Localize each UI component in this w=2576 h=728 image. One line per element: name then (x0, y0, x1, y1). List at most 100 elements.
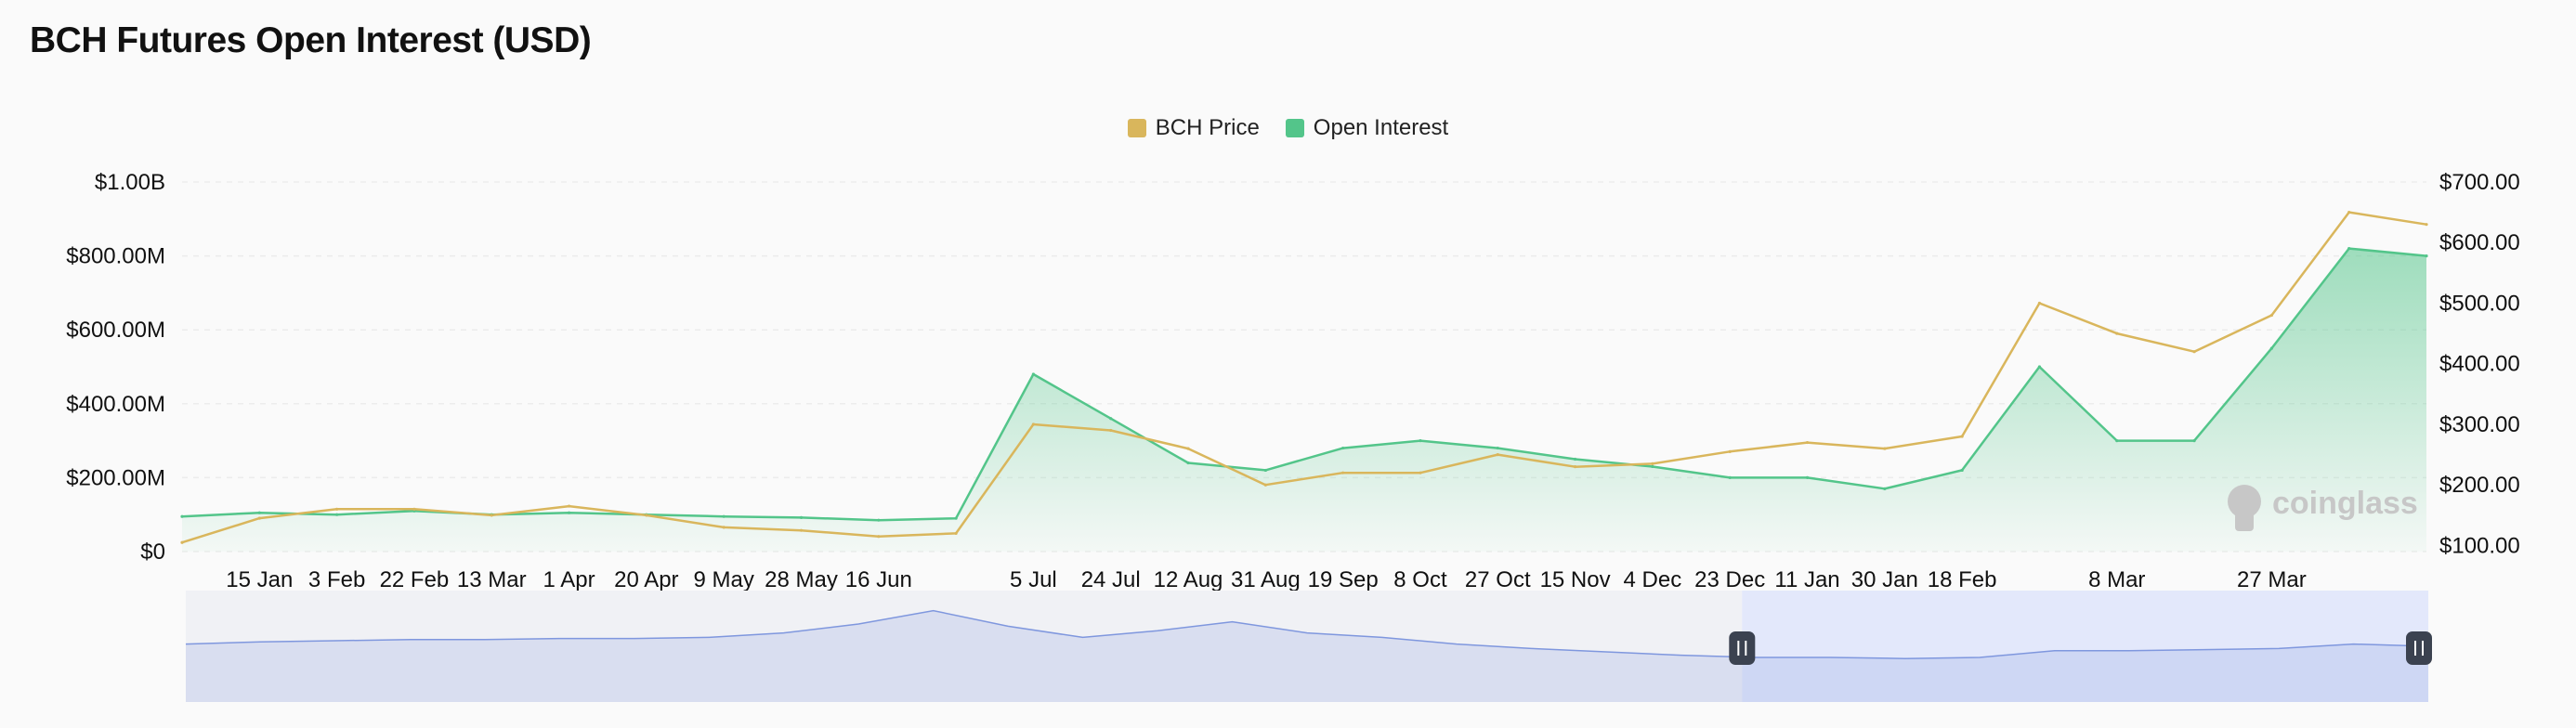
legend-swatch-open-interest (1285, 119, 1304, 137)
x-tick-label: 27 Oct (1465, 567, 1531, 592)
price-point (799, 528, 804, 532)
price-point (954, 531, 958, 536)
legend-label-open-interest: Open Interest (1313, 115, 1449, 140)
x-tick-label: 28 May (765, 567, 838, 592)
price-point (257, 516, 261, 520)
price-point (490, 514, 493, 517)
open-interest-point (799, 515, 804, 519)
x-tick-label: 1 Apr (543, 567, 595, 592)
x-tick-label: 15 Nov (1540, 567, 1611, 592)
y-right-tick-label: $700.00 (2439, 170, 2520, 195)
price-point (2037, 301, 2042, 306)
coinglass-logo-icon (2228, 485, 2261, 518)
x-tick-label: 3 Feb (308, 567, 365, 592)
open-interest-point (1263, 468, 1267, 473)
chart-title: BCH Futures Open Interest (USD) (30, 20, 592, 60)
navigator-handle-right[interactable] (2406, 631, 2432, 665)
open-interest-point (2269, 346, 2273, 350)
x-tick-label: 15 Jan (226, 567, 293, 592)
y-right-tick-label: $200.00 (2439, 473, 2520, 498)
y-right-tick-label: $500.00 (2439, 291, 2520, 316)
watermark-text: coinglass (2272, 486, 2418, 521)
open-interest-point (2425, 254, 2428, 258)
x-tick-label: 16 Jun (845, 567, 912, 592)
price-point (1573, 465, 1577, 469)
open-interest-area (182, 248, 2426, 552)
legend-label-price: BCH Price (1155, 115, 1260, 140)
y-left-tick-label: $400.00M (66, 392, 165, 417)
legend: BCH Price Open Interest (0, 115, 2576, 141)
y-left-tick-label: $600.00M (66, 318, 165, 343)
price-point (877, 535, 881, 539)
price-point (567, 504, 571, 508)
y-left-tick-label: $800.00M (66, 244, 165, 269)
open-interest-point (257, 511, 261, 514)
open-interest-point (1341, 446, 1345, 450)
open-interest-point (335, 513, 339, 516)
price-point (1960, 435, 1964, 438)
coinglass-logo (2228, 485, 2261, 531)
price-point (2347, 211, 2351, 214)
price-point (1496, 453, 1499, 457)
x-tick-label: 8 Mar (2088, 567, 2145, 592)
price-point (722, 526, 726, 529)
open-interest-point (877, 518, 881, 522)
x-tick-label: 4 Dec (1624, 567, 1682, 592)
x-tick-label: 13 Mar (457, 567, 527, 592)
legend-item-price[interactable]: BCH Price (1127, 115, 1260, 141)
x-tick-label: 11 Jan (1774, 567, 1839, 592)
price-point (2269, 313, 2273, 318)
open-interest-point (1573, 457, 1577, 462)
price-point (412, 507, 416, 511)
legend-item-open-interest[interactable]: Open Interest (1285, 115, 1449, 141)
x-tick-label: 24 Jul (1081, 567, 1141, 592)
drag-handle-icon (2406, 631, 2432, 665)
open-interest-point (1031, 372, 1036, 376)
open-interest-point (1805, 475, 1810, 480)
y-right-tick-label: $300.00 (2439, 412, 2520, 437)
price-point (1728, 449, 1732, 453)
price-line (181, 211, 2427, 544)
y-left-tick-label: $200.00M (66, 465, 165, 490)
x-tick-label: 27 Mar (2237, 567, 2307, 592)
y-left-tick-label: $0 (140, 540, 165, 565)
x-tick-label: 22 Feb (380, 567, 450, 592)
open-interest-point (1728, 475, 1732, 480)
price-point (2425, 223, 2428, 227)
open-interest-point (567, 511, 571, 514)
open-interest-point (1883, 487, 1887, 490)
x-tick-label: 30 Jan (1851, 567, 1918, 592)
x-tick-label: 18 Feb (1928, 567, 1997, 592)
y-right-tick-label: $400.00 (2439, 352, 2520, 377)
y-left-tick-label: $1.00B (95, 170, 165, 195)
x-tick-label: 5 Jul (1010, 567, 1057, 592)
x-tick-label: 12 Aug (1154, 567, 1223, 592)
price-point (1109, 428, 1113, 433)
navigator-area (186, 610, 2428, 702)
price-point (1263, 483, 1267, 487)
price-point (1805, 440, 1810, 445)
price-point (2115, 332, 2119, 335)
price-point (1651, 462, 1654, 465)
price-point (1419, 471, 1422, 474)
open-interest-point (2037, 365, 2042, 369)
x-tick-label: 8 Oct (1393, 567, 1447, 592)
navigator-line (185, 609, 2429, 659)
x-tick-label: 9 May (693, 567, 753, 592)
price-point (1341, 471, 1345, 474)
price-point (1031, 422, 1036, 426)
coinglass-logo-icon-base (2235, 513, 2254, 531)
open-interest-point (2192, 439, 2196, 443)
price-point (180, 540, 184, 544)
open-interest-point (2115, 439, 2119, 443)
open-interest-point (1109, 417, 1113, 421)
x-tick-label: 20 Apr (614, 567, 678, 592)
navigator-handle-left[interactable] (1729, 631, 1756, 665)
open-interest-point (954, 516, 958, 520)
price-point (645, 514, 648, 517)
open-interest-point (1960, 468, 1964, 473)
price-point (1186, 447, 1190, 450)
open-interest-point (722, 514, 726, 518)
open-interest-point (180, 514, 184, 518)
